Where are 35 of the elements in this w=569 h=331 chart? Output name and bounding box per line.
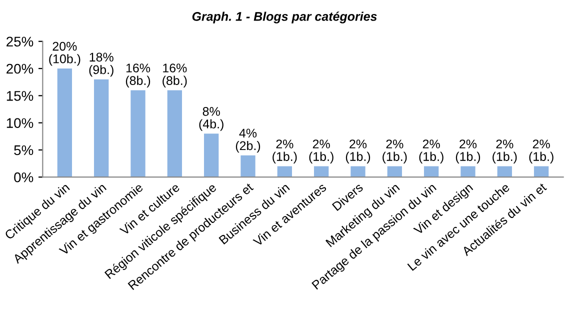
y-tick-label: 15% [6, 91, 34, 101]
data-label: 2% (1b.) [419, 140, 444, 164]
data-label: 2% (1b.) [346, 140, 370, 164]
bar [350, 166, 366, 178]
bar [497, 166, 512, 178]
y-tick-label: 25% [6, 36, 34, 47]
data-label: 2% (1b.) [529, 140, 554, 164]
bar [277, 166, 292, 178]
bar [460, 166, 476, 178]
chart-title: Graph. 1 - Blogs par catégories [192, 12, 377, 24]
data-label: 2% (1b.) [309, 140, 334, 164]
data-label: 16% (8b.) [126, 64, 150, 88]
data-label: 2% (1b.) [492, 140, 517, 164]
y-tick-label: 0% [14, 172, 34, 182]
bar [130, 90, 146, 178]
bar [204, 134, 219, 178]
y-tick-label: 10% [6, 118, 34, 128]
y-tick-label: 5% [14, 145, 34, 156]
bar [57, 68, 72, 178]
bar [424, 166, 439, 178]
bar [314, 166, 329, 178]
data-label: 8% (4b.) [199, 107, 224, 131]
data-label: 4% (2b.) [236, 128, 260, 153]
data-label: 2% (1b.) [382, 140, 407, 164]
bar [94, 79, 109, 178]
data-label: 18% (9b.) [89, 52, 114, 77]
data-label: 2% (1b.) [456, 140, 480, 164]
y-tick-label: 20% [6, 64, 34, 74]
data-label: 16% (8b.) [162, 64, 187, 88]
bar [387, 166, 402, 178]
data-label: 2% (1b.) [272, 140, 297, 164]
bar [167, 90, 182, 178]
bar [534, 166, 549, 178]
data-label: 20% (10b.) [49, 42, 80, 66]
bar [240, 155, 256, 178]
